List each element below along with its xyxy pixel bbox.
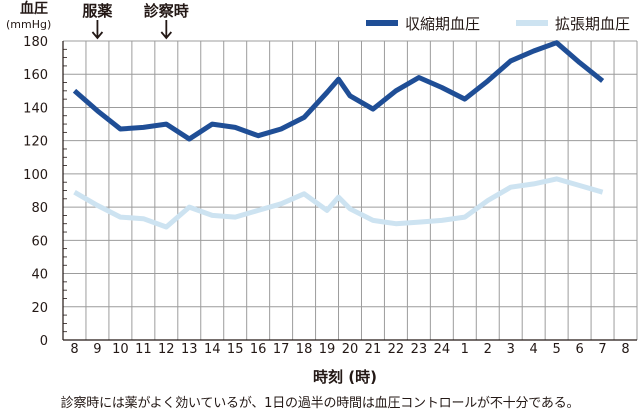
x-tick-label: 6	[575, 342, 583, 357]
x-tick-label: 23	[411, 342, 428, 357]
x-tick-label: 16	[250, 342, 267, 357]
x-tick-label: 15	[227, 342, 244, 357]
legend-label: 収縮期血圧	[405, 15, 480, 33]
chart-background	[0, 0, 640, 392]
y-tick-label: 100	[23, 168, 48, 183]
x-tick-label: 18	[296, 342, 313, 357]
y-tick-label: 180	[23, 35, 48, 50]
x-tick-label: 17	[273, 342, 290, 357]
axes	[62, 41, 637, 341]
grid	[62, 40, 638, 340]
x-tick-label: 7	[598, 342, 606, 357]
annotation-label: 服薬	[82, 2, 112, 20]
x-tick-label: 9	[93, 342, 101, 357]
series	[72, 40, 605, 230]
y-tick-label: 120	[23, 135, 48, 150]
x-tick-label: 12	[158, 342, 175, 357]
annotations: 服薬 診察時	[82, 2, 189, 40]
x-tick-label: 1	[461, 342, 469, 357]
x-tick-label: 14	[204, 342, 221, 357]
x-tick-label: 3	[507, 342, 515, 357]
x-tick-label: 20	[342, 342, 359, 357]
legend-label: 拡張期血圧	[555, 15, 630, 33]
down-arrow-icon	[91, 20, 104, 40]
legend: 収縮期血圧 拡張期血圧	[366, 15, 630, 33]
y-tick-label: 40	[31, 268, 48, 283]
x-tick-label: 5	[552, 342, 560, 357]
y-axis-label: 血圧	[20, 0, 48, 17]
y-tick-label: 160	[23, 68, 48, 83]
chart-caption: 診察時には薬がよく効いているが、1日の過半の時間は血圧コントロールが不十分である…	[60, 396, 580, 411]
x-tick-label: 21	[365, 342, 382, 357]
x-tick-label: 2	[484, 342, 492, 357]
x-axis-label: 時刻 (時)	[313, 368, 377, 386]
x-tick-label: 8	[621, 342, 629, 357]
down-arrow-icon	[160, 20, 173, 40]
x-tick-label: 22	[388, 342, 405, 357]
x-tick-label: 10	[112, 342, 129, 357]
x-tick-label: 13	[181, 342, 198, 357]
y-tick-label: 60	[31, 234, 48, 249]
x-tick-label: 8	[70, 342, 78, 357]
y-tick-label: 140	[23, 101, 48, 116]
x-tick-label: 19	[319, 342, 336, 357]
x-tick-label: 4	[530, 342, 538, 357]
y-tick-label: 20	[31, 301, 48, 316]
y-axis-unit: (mmHg)	[6, 18, 51, 31]
annotation-label: 診察時	[144, 2, 189, 20]
y-tick-label: 80	[31, 201, 48, 216]
x-tick-label: 24	[434, 342, 451, 357]
y-tick-label: 0	[40, 334, 48, 349]
x-tick-label: 11	[135, 342, 152, 357]
